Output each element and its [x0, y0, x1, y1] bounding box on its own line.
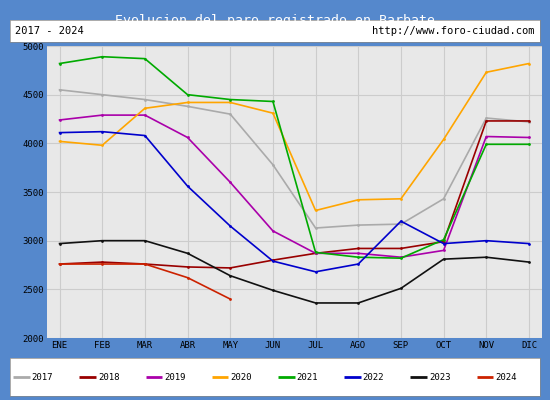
Text: Evolucion del paro registrado en Barbate: Evolucion del paro registrado en Barbate — [115, 14, 435, 27]
Text: 2020: 2020 — [230, 372, 252, 382]
Text: 2017: 2017 — [32, 372, 53, 382]
Text: 2022: 2022 — [363, 372, 384, 382]
Text: 2023: 2023 — [429, 372, 450, 382]
Text: 2024: 2024 — [495, 372, 516, 382]
Text: 2017 - 2024: 2017 - 2024 — [15, 26, 84, 36]
Text: 2018: 2018 — [98, 372, 119, 382]
Text: 2021: 2021 — [296, 372, 318, 382]
Text: 2019: 2019 — [164, 372, 186, 382]
Text: http://www.foro-ciudad.com: http://www.foro-ciudad.com — [372, 26, 534, 36]
